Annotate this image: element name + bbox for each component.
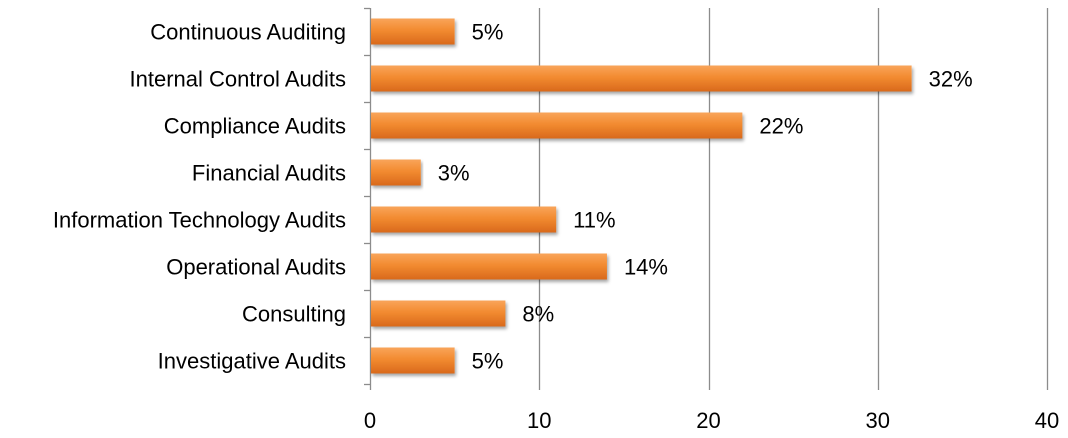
- x-tick-label-3: 30: [866, 408, 890, 433]
- gridlines: [364, 7, 1049, 390]
- bar-3: [371, 159, 421, 186]
- data-label-2: 22%: [759, 114, 803, 139]
- x-tick-label-2: 20: [696, 408, 720, 433]
- x-tick-label-4: 40: [1035, 408, 1059, 433]
- category-label-0: Continuous Auditing: [150, 20, 346, 45]
- x-axis-tick-labels: 0 10 20 30 40: [364, 408, 1059, 433]
- category-label-2: Compliance Audits: [164, 114, 346, 139]
- bar-2: [371, 112, 743, 139]
- bar-5: [371, 253, 607, 280]
- data-label-4: 11%: [573, 208, 615, 233]
- data-label-0: 5%: [472, 20, 504, 45]
- category-label-3: Financial Audits: [192, 161, 346, 186]
- bar-6: [371, 300, 506, 327]
- bar-0: [371, 18, 455, 45]
- data-label-3: 3%: [438, 161, 470, 186]
- category-label-5: Operational Audits: [166, 255, 346, 280]
- data-label-7: 5%: [472, 349, 504, 374]
- bar-4: [371, 206, 557, 233]
- bar-7: [371, 347, 455, 374]
- x-tick-label-1: 10: [527, 408, 551, 433]
- category-label-4: Information Technology Audits: [53, 208, 346, 233]
- category-label-1: Internal Control Audits: [130, 67, 346, 92]
- category-label-6: Consulting: [242, 302, 346, 327]
- x-tick-label-0: 0: [364, 408, 376, 433]
- category-labels: Continuous Auditing Internal Control Audi…: [53, 20, 346, 374]
- bar-1: [371, 65, 912, 92]
- data-labels: 5% 32% 22% 3% 11% 14% 8% 5%: [438, 20, 973, 374]
- data-label-6: 8%: [522, 302, 554, 327]
- bars: [371, 18, 912, 374]
- data-label-5: 14%: [624, 255, 668, 280]
- data-label-1: 32%: [929, 67, 973, 92]
- category-label-7: Investigative Audits: [158, 349, 346, 374]
